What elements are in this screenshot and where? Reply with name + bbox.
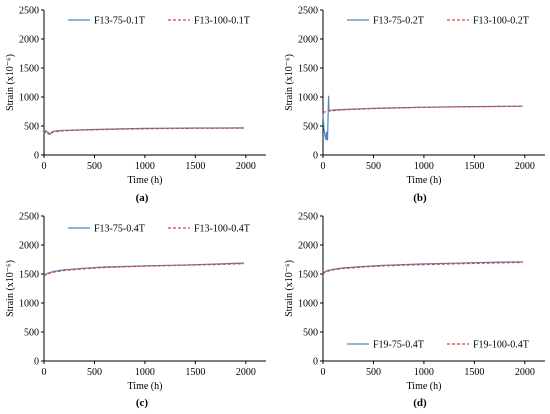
- legend-label-1: F13-75-0.2T: [373, 16, 424, 27]
- x-tick-label: 1500: [185, 161, 205, 172]
- y-tick-label: 0: [34, 151, 39, 162]
- y-tick-label: 2500: [298, 212, 318, 223]
- legend-label-1: F19-75-0.4T: [373, 340, 424, 351]
- legend: F13-75-0.1T F13-100-0.1T: [68, 16, 250, 27]
- legend: F13-75-0.2T F13-100-0.2T: [347, 16, 529, 27]
- y-tick-label: 0: [313, 151, 318, 162]
- x-axis-label: Time (h): [407, 381, 442, 392]
- x-tick-label: 500: [87, 367, 102, 378]
- legend-label-2: F13-100-0.1T: [194, 16, 250, 27]
- series-line-2: [322, 105, 523, 114]
- y-axis-label: Strain (x10⁻⁶): [5, 260, 16, 317]
- y-tick-label: 2000: [19, 241, 39, 252]
- panel-caption: (a): [136, 192, 149, 204]
- y-axis-label: Strain (x10⁻⁶): [5, 54, 16, 111]
- x-tick-label: 1000: [414, 367, 434, 378]
- y-tick-label: 1500: [298, 64, 318, 75]
- series-line-2: [43, 263, 244, 277]
- series-line-2: [43, 127, 244, 136]
- x-tick-label: 0: [42, 161, 47, 172]
- chart-panel-2: 0 500 1000 1500 2000 2500 0 500 1000 1500 2000 Time…: [284, 6, 545, 204]
- y-tick-label: 1500: [19, 270, 39, 281]
- x-axis-label: Time (h): [407, 175, 442, 186]
- series-line-1: [43, 127, 244, 135]
- x-tick-label: 2000: [515, 367, 535, 378]
- series-line-2: [322, 261, 523, 275]
- x-axis-label: Time (h): [128, 175, 163, 186]
- y-axis-label: Strain (x10⁻⁶): [284, 260, 295, 317]
- series-line-1: [322, 95, 523, 141]
- y-tick-label: 1500: [298, 270, 318, 281]
- y-tick-label: 500: [303, 328, 318, 339]
- x-tick-label: 500: [366, 161, 381, 172]
- y-tick-label: 2500: [19, 6, 39, 17]
- x-axis-label: Time (h): [128, 381, 163, 392]
- x-tick-label: 1000: [135, 161, 155, 172]
- x-tick-label: 2000: [236, 367, 256, 378]
- y-tick-label: 500: [24, 122, 39, 133]
- y-axis-label: Strain (x10⁻⁶): [284, 54, 295, 111]
- y-tick-label: 1000: [19, 93, 39, 104]
- x-tick-label: 0: [321, 367, 326, 378]
- y-tick-label: 2000: [298, 35, 318, 46]
- panel-caption: (b): [413, 192, 427, 204]
- legend: F13-75-0.4T F13-100-0.4T: [68, 224, 250, 235]
- x-tick-label: 500: [87, 161, 102, 172]
- x-tick-label: 2000: [236, 161, 256, 172]
- x-tick-label: 1000: [414, 161, 434, 172]
- x-tick-label: 1500: [464, 367, 484, 378]
- legend-label-2: F13-100-0.2T: [473, 16, 529, 27]
- y-tick-label: 2000: [298, 241, 318, 252]
- y-tick-label: 2000: [19, 35, 39, 46]
- y-tick-label: 2500: [19, 212, 39, 223]
- x-tick-label: 500: [366, 367, 381, 378]
- y-tick-label: 500: [303, 122, 318, 133]
- x-tick-label: 1500: [185, 367, 205, 378]
- legend: F19-75-0.4T F19-100-0.4T: [347, 340, 529, 351]
- panel-caption: (d): [413, 397, 427, 409]
- legend-label-1: F13-75-0.1T: [94, 16, 145, 27]
- x-tick-label: 1000: [135, 367, 155, 378]
- x-tick-label: 2000: [515, 161, 535, 172]
- y-tick-label: 2500: [298, 6, 318, 17]
- y-tick-label: 1000: [298, 93, 318, 104]
- legend-label-2: F19-100-0.4T: [473, 340, 529, 351]
- y-tick-label: 0: [34, 357, 39, 368]
- y-tick-label: 0: [313, 357, 318, 368]
- legend-label-2: F13-100-0.4T: [194, 224, 250, 235]
- legend-label-1: F13-75-0.4T: [94, 224, 145, 235]
- x-tick-label: 0: [42, 367, 47, 378]
- x-tick-label: 0: [321, 161, 326, 172]
- chart-panel-1: 0 500 1000 1500 2000 2500 0 500 1000 1500 2000 Time…: [5, 6, 266, 204]
- chart-panel-4: 0 500 1000 1500 2000 2500 0 500 1000 1500 2000 Time…: [284, 212, 545, 409]
- y-tick-label: 500: [24, 328, 39, 339]
- y-tick-label: 1000: [298, 299, 318, 310]
- y-tick-label: 1000: [19, 299, 39, 310]
- chart-panel-3: 0 500 1000 1500 2000 2500 0 500 1000 1500 2000 Time…: [5, 212, 266, 409]
- y-tick-label: 1500: [19, 64, 39, 75]
- panel-caption: (c): [136, 397, 149, 409]
- x-tick-label: 1500: [464, 161, 484, 172]
